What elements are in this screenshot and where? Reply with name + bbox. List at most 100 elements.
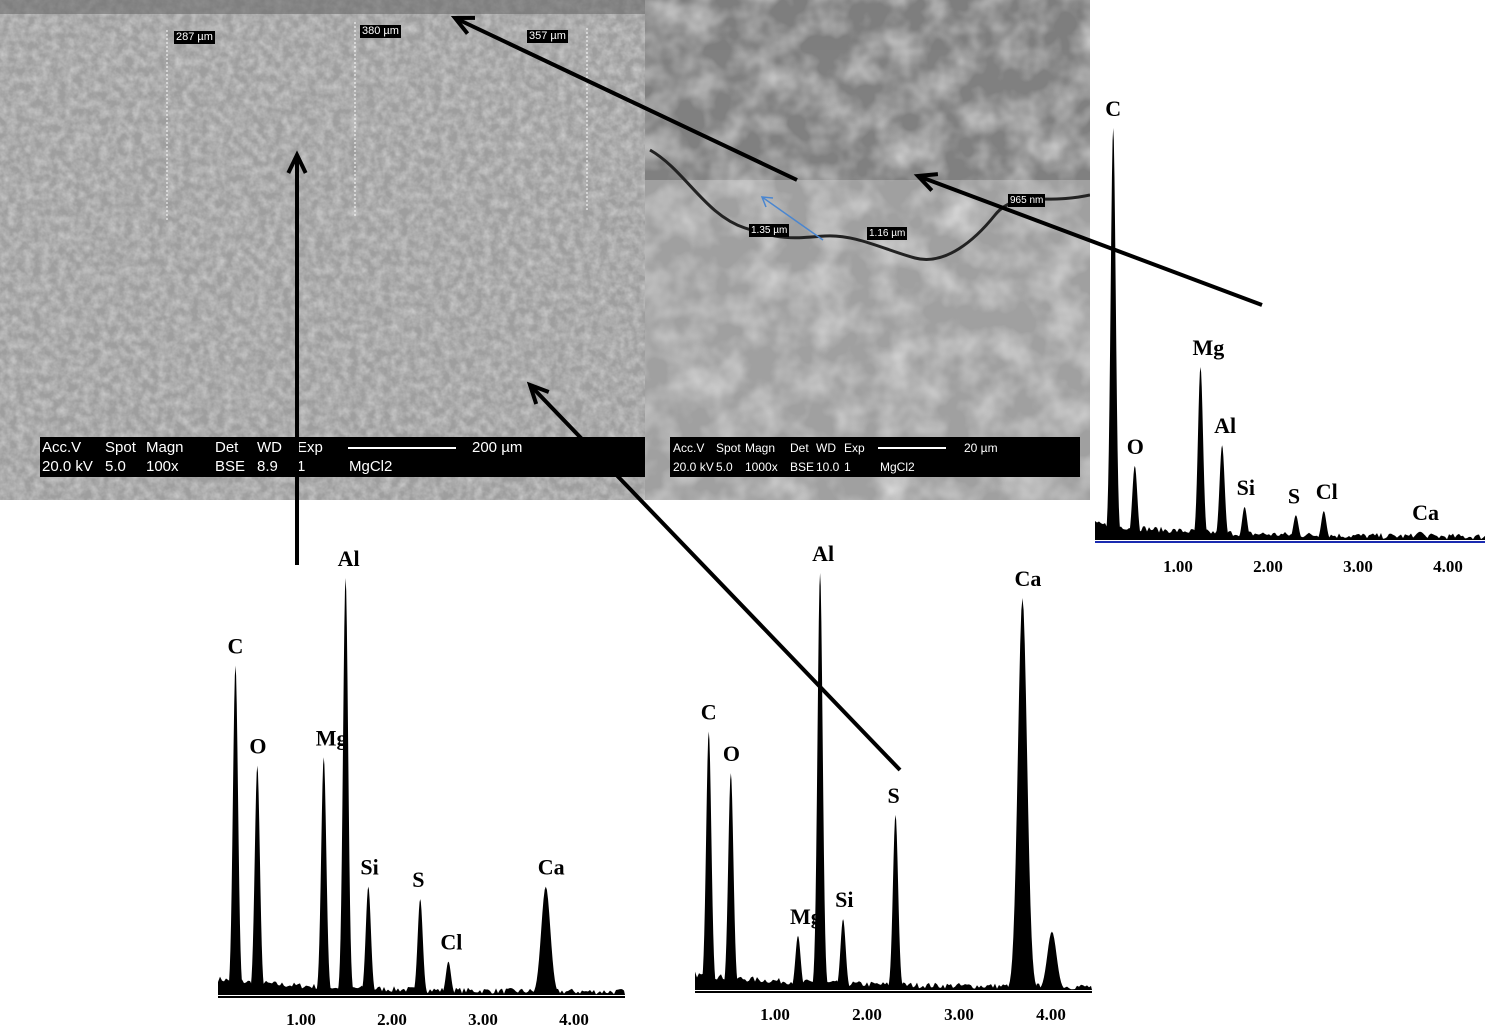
scale-label: 20 µm: [964, 441, 998, 455]
peak-s: [410, 899, 431, 995]
value-exp: 1: [297, 458, 306, 475]
label-magn: Magn: [146, 439, 184, 456]
x-tick-label: 1.00: [760, 1005, 790, 1024]
value-det: BSE: [790, 460, 815, 474]
peak-s: [885, 814, 906, 990]
x-tick-label: 1.00: [1163, 557, 1193, 576]
peak-label: Cl: [440, 930, 462, 955]
label-exp: Exp: [297, 439, 323, 456]
peak-label: Si: [360, 855, 378, 880]
sem-image-low-mag: 287 µm 380 µm 357 µm Acc.V Spot Magn Det…: [0, 0, 645, 500]
measurement-label: 1.35 µm: [749, 224, 790, 237]
scale-bar: [878, 447, 946, 449]
peak-label: Mg: [316, 725, 348, 750]
label-spot: Spot: [716, 441, 741, 455]
peak-unlabeled: [1033, 931, 1071, 990]
x-tick-label: 2.00: [852, 1005, 882, 1024]
value-wd: 10.0: [816, 460, 840, 474]
peak-c: [698, 731, 720, 990]
peak-ca: [1402, 531, 1439, 540]
value-wd: 8.9: [257, 458, 278, 475]
peak-label: S: [888, 783, 900, 808]
pointer-arrow: [913, 172, 1263, 307]
label-accv: Acc.V: [42, 439, 82, 456]
measurement-label: 287 µm: [174, 31, 215, 44]
peak-label: Al: [812, 541, 834, 566]
label-wd: WD: [257, 439, 282, 456]
sem-image-high-mag: 1.35 µm 1.16 µm 965 nm Acc.V Spot Magn D…: [645, 0, 1090, 500]
peak-label: O: [249, 734, 266, 759]
peak-label: S: [412, 867, 424, 892]
x-tick-label: 2.00: [1253, 557, 1283, 576]
scale-bar: [348, 447, 456, 449]
sem-info-banner: Acc.V Spot Magn Det WD Exp 20.0 kV 5.0 1…: [670, 437, 1080, 477]
sample-label: MgCl2: [349, 458, 393, 475]
peak-al: [809, 573, 831, 990]
label-magn: Magn: [745, 441, 776, 455]
peak-o: [1124, 465, 1145, 540]
peak-cl: [1313, 511, 1334, 540]
peak-ca: [527, 886, 564, 995]
peak-label: Ca: [538, 855, 565, 880]
x-tick-label: 4.00: [1036, 1005, 1066, 1024]
peak-label: C: [1105, 96, 1121, 121]
peak-al: [335, 578, 356, 995]
sem-info-banner: Acc.V Spot Magn Det WD Exp 20.0 kV 5.0 1…: [40, 437, 645, 477]
peak-label: Al: [338, 546, 360, 571]
x-tick-label: 2.00: [377, 1010, 407, 1029]
value-spot: 5.0: [105, 458, 126, 475]
peak-label: C: [701, 699, 717, 724]
peak-label: Ca: [1014, 566, 1041, 591]
x-tick-label: 4.00: [559, 1010, 589, 1029]
peak-si: [1234, 507, 1255, 540]
eds-spectrum-2: C O Mg Al Si S Cl Ca 1.00 2.00 3.00 4.00: [1095, 96, 1485, 576]
pointer-arrow: [526, 381, 902, 772]
pointer-arrow: [450, 15, 798, 182]
peak-si: [832, 919, 854, 990]
scale-label: 200 µm: [472, 439, 523, 456]
peak-o: [720, 773, 742, 990]
label-accv: Acc.V: [673, 441, 705, 455]
value-magn: 100x: [146, 458, 179, 475]
x-tick-label: 1.00: [286, 1010, 316, 1029]
label-spot: Spot: [105, 439, 136, 456]
label-exp: Exp: [844, 441, 865, 455]
peak-label: Al: [1214, 413, 1236, 438]
peak-mg: [787, 935, 809, 990]
peak-c: [225, 665, 246, 995]
peak-label: O: [723, 741, 740, 766]
measurement-label: 965 nm: [1008, 194, 1046, 207]
eds-spectrum-0: C O Mg Al Si S Cl Ca 1.00 2.00 3.00 4.00: [218, 546, 625, 1029]
x-tick-label: 3.00: [1343, 557, 1373, 576]
x-tick-label: 4.00: [1433, 557, 1463, 576]
label-det: Det: [215, 439, 239, 456]
peak-label: O: [1127, 434, 1144, 459]
label-det: Det: [790, 441, 809, 455]
value-magn: 1000x: [745, 460, 778, 474]
peak-mg: [1190, 366, 1211, 540]
peak-label: C: [227, 634, 243, 659]
peak-cl: [438, 961, 459, 995]
value-det: BSE: [215, 458, 246, 475]
peak-mg: [313, 757, 334, 995]
peak-o: [247, 765, 268, 995]
x-tick-label: 3.00: [468, 1010, 498, 1029]
peak-label: Mg: [1193, 335, 1225, 360]
peak-ca: [1004, 598, 1041, 990]
value-accv: 20.0 kV: [42, 458, 93, 475]
peak-label: Si: [1237, 475, 1255, 500]
value-spot: 5.0: [716, 460, 733, 474]
value-accv: 20.0 kV: [673, 460, 714, 474]
peak-c: [1103, 128, 1124, 540]
peak-si: [358, 886, 379, 995]
peak-label: Ca: [1412, 500, 1439, 525]
peak-label: Si: [835, 887, 853, 912]
peak-al: [1212, 445, 1233, 540]
measurement-label: 357 µm: [527, 30, 568, 43]
pointer-arrow: [286, 150, 308, 565]
peak-label: Cl: [1316, 479, 1338, 504]
peak-label: S: [1288, 483, 1300, 508]
x-tick-label: 3.00: [944, 1005, 974, 1024]
